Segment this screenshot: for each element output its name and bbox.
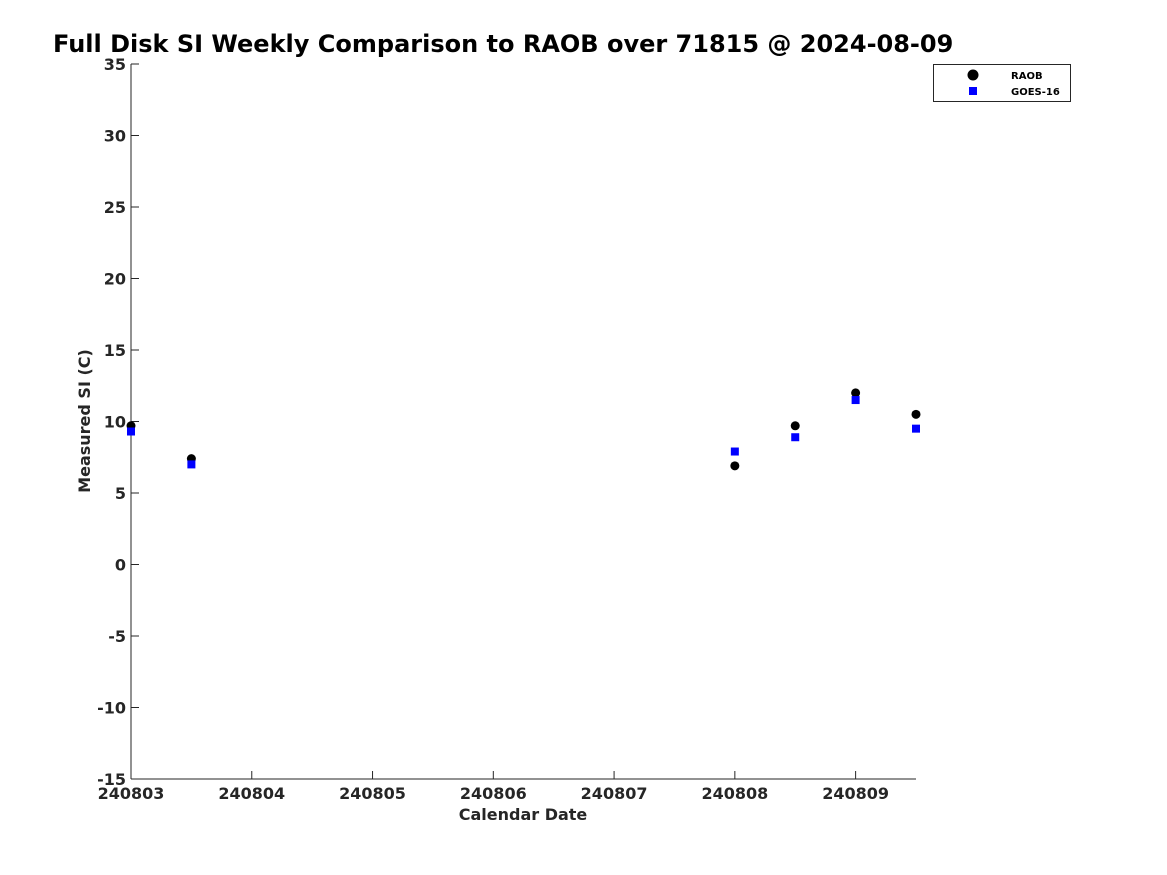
raob-point	[851, 388, 861, 398]
legend-marker-goes-16	[969, 87, 977, 95]
x-tick-label: 240807	[581, 784, 648, 803]
y-tick-label: 15	[104, 341, 126, 360]
goes-16-point	[851, 396, 860, 405]
goes-16-point	[791, 433, 800, 442]
goes-16-point	[187, 460, 196, 469]
raob-point	[730, 461, 740, 471]
data-points	[126, 388, 921, 471]
goes-16-point	[912, 424, 920, 433]
legend: RAOB GOES-16	[933, 64, 1071, 102]
raob-point	[790, 421, 800, 431]
chart-title: Full Disk SI Weekly Comparison to RAOB o…	[53, 30, 953, 58]
goes-16-point	[730, 447, 739, 456]
y-tick-label: 35	[104, 55, 126, 74]
y-tick-label: -10	[97, 699, 126, 718]
x-axis-ticks: 240803 240804 240805 240806 240807 240808 2408…	[98, 771, 889, 803]
legend-label-goes-16: GOES-16	[1011, 87, 1060, 98]
y-tick-label: -5	[108, 627, 126, 646]
x-tick-label: 240804	[218, 784, 285, 803]
y-tick-label: 5	[115, 484, 126, 503]
x-tick-label: 240803	[98, 784, 165, 803]
x-tick-label: 240809	[822, 784, 889, 803]
y-tick-label: 0	[115, 556, 126, 575]
y-axis-ticks: 35 30 25 20 15 10 5 0 -5 -10 -15	[97, 55, 139, 789]
x-tick-label: 240805	[339, 784, 406, 803]
legend-marker-raob	[967, 69, 979, 81]
y-tick-label: 30	[104, 127, 126, 146]
x-tick-label: 240806	[460, 784, 527, 803]
legend-label-raob: RAOB	[1011, 71, 1043, 82]
goes-16-point	[127, 427, 135, 436]
y-tick-label: 20	[104, 270, 126, 289]
raob-point	[911, 409, 921, 419]
legend-box	[933, 64, 1071, 102]
x-axis-label: Calendar Date	[459, 805, 588, 824]
y-tick-label: -15	[97, 770, 126, 789]
x-tick-label: 240808	[701, 784, 768, 803]
y-tick-label: 10	[104, 413, 126, 432]
plot-axes	[130, 64, 916, 780]
y-tick-label: 25	[104, 198, 126, 217]
y-axis-label: Measured SI (C)	[75, 349, 94, 493]
